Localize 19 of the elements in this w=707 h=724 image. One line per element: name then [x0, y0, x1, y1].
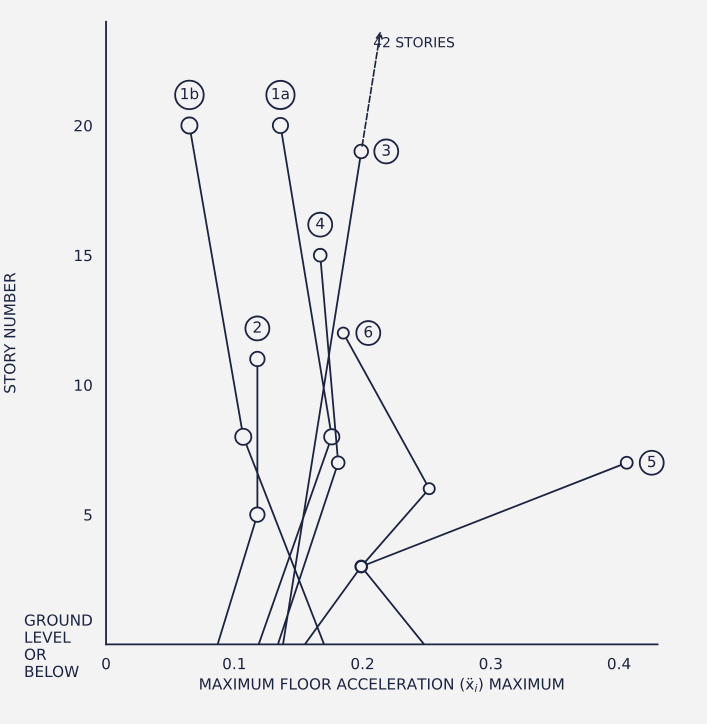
y-tick-label: GROUND LEVEL OR BELOW	[24, 614, 92, 678]
series-label: 1a	[272, 88, 289, 100]
series-label: 2	[254, 321, 261, 333]
x-tick-label: 0	[102, 658, 110, 670]
x-tick-label: 0.1	[223, 658, 246, 670]
series-label: 1b	[181, 88, 198, 100]
y-tick-label: 10	[75, 379, 92, 391]
x-axis-title: MAXIMUM FLOOR ACCELERATION (ẍ$_{i}$) MAXIMUM	[200, 678, 564, 692]
x-tick-label: 0.3	[480, 658, 502, 670]
series-label: 5	[648, 456, 656, 468]
y-tick-label: 20	[74, 120, 92, 132]
x-tick-label: 0.4	[608, 658, 630, 670]
series-label: 3	[382, 144, 390, 156]
x-tick-label: 0.2	[351, 658, 374, 670]
series-label: 4	[316, 218, 324, 229]
series-label: 6	[364, 326, 372, 338]
y-tick-label: 5	[84, 509, 92, 521]
y-axis-title: STORY NUMBER	[4, 272, 16, 393]
y-tick-label: 15	[75, 250, 92, 262]
